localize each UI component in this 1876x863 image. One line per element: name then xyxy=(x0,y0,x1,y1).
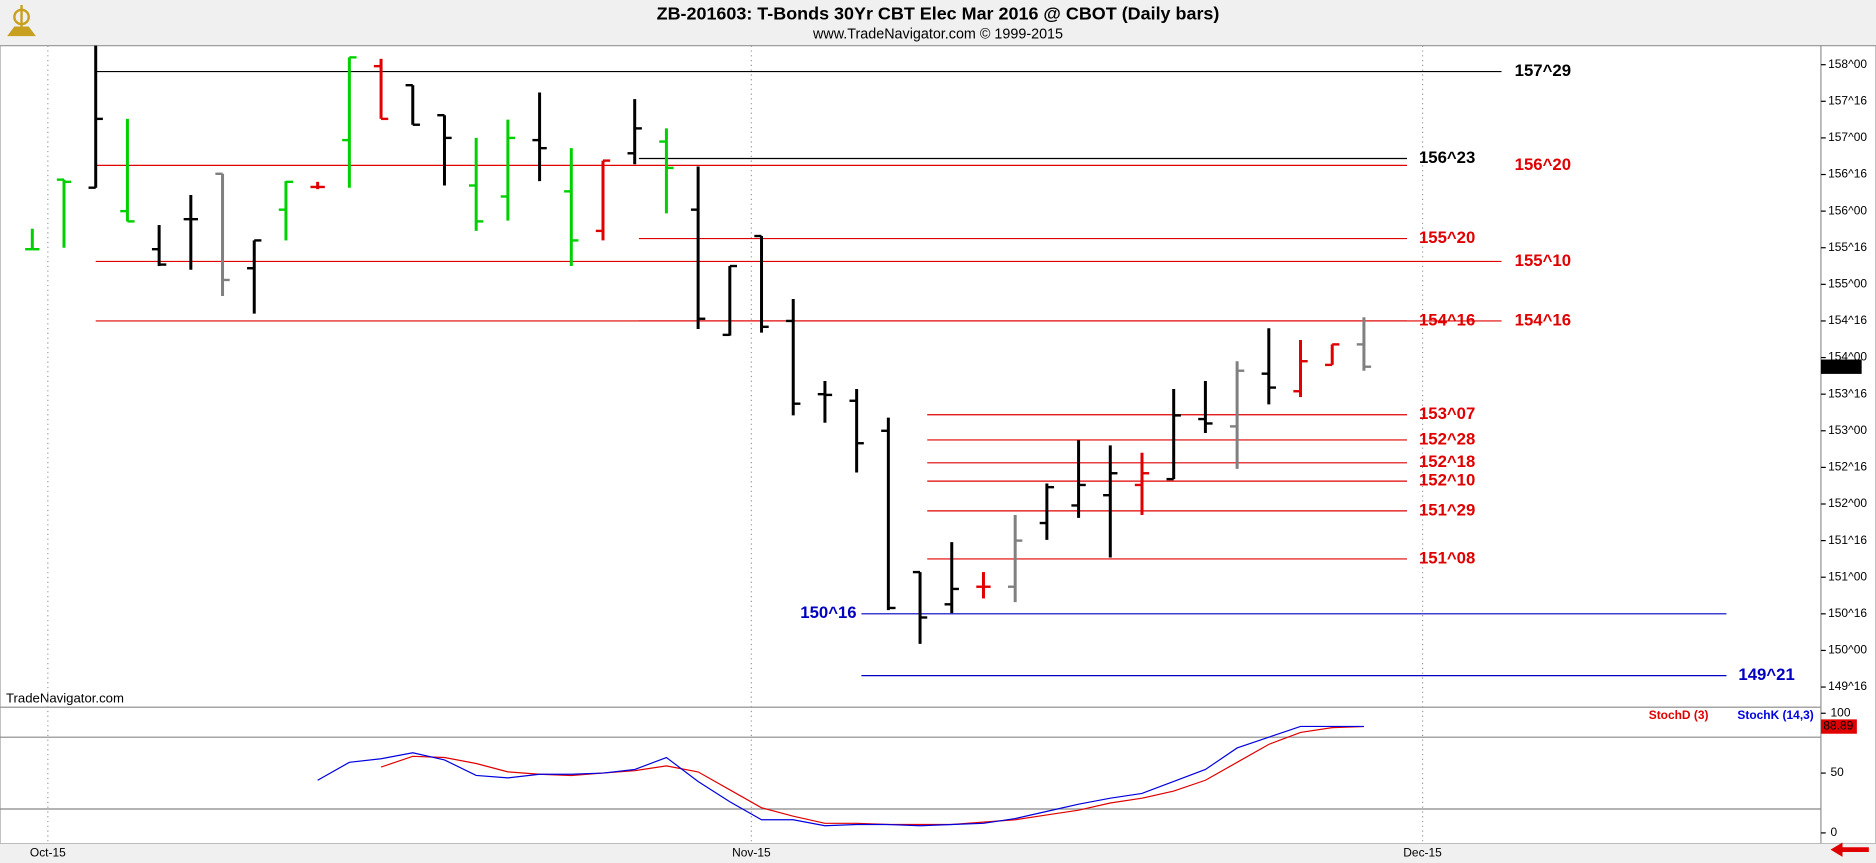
y-tick-label: 100 xyxy=(1831,705,1851,719)
level-label: 152^18 xyxy=(1419,452,1475,471)
x-tick-label: Dec-15 xyxy=(1403,845,1442,859)
last-price-label: 153^28 xyxy=(1823,359,1862,373)
y-tick-label: 157^16 xyxy=(1828,93,1867,107)
y-tick-label: 152^00 xyxy=(1828,496,1867,510)
level-label: 156^20 xyxy=(1515,155,1571,174)
scroll-arrow[interactable] xyxy=(1830,842,1869,857)
y-tick-label: 156^00 xyxy=(1828,203,1867,217)
y-tick-label: 149^16 xyxy=(1828,679,1867,693)
y-tick-label: 150^00 xyxy=(1828,643,1867,657)
level-label: 152^28 xyxy=(1419,429,1475,448)
watermark: TradeNavigator.com xyxy=(6,690,124,705)
level-label: 157^29 xyxy=(1515,61,1571,80)
y-tick-label: 155^16 xyxy=(1828,240,1867,254)
axis-panel xyxy=(1820,45,1876,845)
y-tick-label: 158^00 xyxy=(1828,57,1867,71)
last-value-box xyxy=(1820,719,1857,734)
stoch-panel xyxy=(0,706,1822,845)
x-tick-label: Nov-15 xyxy=(732,845,771,859)
level-label: 152^10 xyxy=(1419,471,1475,490)
footer-bg xyxy=(0,843,1876,863)
level-label: 154^16 xyxy=(1515,310,1571,329)
legend-entry: StochK (14,3) xyxy=(1737,708,1813,722)
logo xyxy=(7,4,36,37)
legend-entry: StochD (3) xyxy=(1649,708,1709,722)
y-tick-label: 0 xyxy=(1831,825,1838,839)
level-label: 155^20 xyxy=(1419,228,1475,247)
last-value-label: 88.89 xyxy=(1823,719,1853,733)
x-tick-label: Oct-15 xyxy=(30,845,66,859)
y-tick-label: 154^16 xyxy=(1828,313,1867,327)
price-panel xyxy=(0,45,1822,708)
y-tick-label: 50 xyxy=(1831,765,1845,779)
level-label: 149^21 xyxy=(1738,665,1794,684)
last-price-box xyxy=(1820,359,1862,374)
y-tick-label: 153^00 xyxy=(1828,423,1867,437)
level-label: 151^29 xyxy=(1419,500,1475,519)
header-bg xyxy=(0,0,1876,46)
y-tick-label: 152^16 xyxy=(1828,460,1867,474)
level-label: 155^10 xyxy=(1515,251,1571,270)
y-tick-label: 157^00 xyxy=(1828,130,1867,144)
level-label: 151^08 xyxy=(1419,548,1475,567)
y-tick-label: 153^16 xyxy=(1828,386,1867,400)
level-label: 153^07 xyxy=(1419,404,1475,423)
y-tick-label: 156^16 xyxy=(1828,167,1867,181)
stoch-line xyxy=(317,725,1364,827)
level-label: 154^16 xyxy=(1419,310,1475,329)
chart-title: ZB-201603: T-Bonds 30Yr CBT Elec Mar 201… xyxy=(657,3,1220,23)
y-tick-label: 151^16 xyxy=(1828,533,1867,547)
level-label: 150^16 xyxy=(800,603,856,622)
y-tick-label: 151^00 xyxy=(1828,569,1867,583)
y-tick-label: 155^00 xyxy=(1828,276,1867,290)
y-tick-label: 150^16 xyxy=(1828,606,1867,620)
level-label: 156^23 xyxy=(1419,148,1475,167)
chart-subtitle: www.TradeNavigator.com © 1999-2015 xyxy=(812,27,1063,43)
